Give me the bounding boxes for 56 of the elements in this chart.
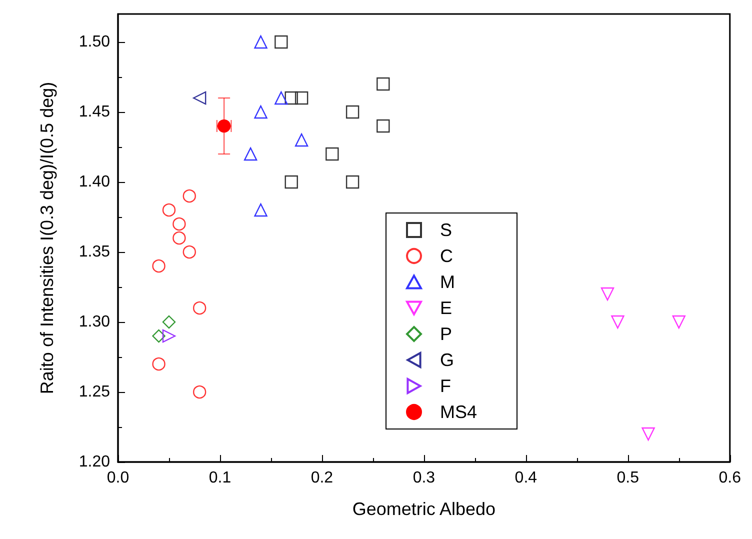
x-axis-title: Geometric Albedo: [352, 499, 496, 519]
x-tick-label: 0.0: [106, 470, 130, 486]
point: [254, 35, 268, 49]
point: [326, 147, 339, 161]
point: [172, 231, 186, 245]
y-tick-label: 1.25: [78, 384, 110, 400]
point: [162, 315, 176, 329]
legend-label: E: [440, 298, 452, 318]
x-tick-label: 0.2: [310, 470, 334, 486]
point: [284, 91, 298, 105]
point: [254, 105, 268, 119]
point: [254, 203, 268, 217]
legend-label: F: [440, 376, 451, 396]
y-tick-label: 1.45: [78, 104, 110, 120]
point: [274, 91, 288, 105]
point: [152, 329, 166, 343]
point: [672, 315, 686, 329]
point: [642, 427, 655, 441]
point: [284, 175, 298, 189]
x-tick-label: 0.1: [208, 470, 232, 486]
y-tick-label: 1.30: [78, 314, 110, 330]
point: [152, 357, 166, 371]
y-tick-label: 1.50: [78, 34, 110, 50]
y-tick-label: 1.40: [78, 174, 110, 190]
legend-label: P: [440, 324, 452, 344]
point: [162, 203, 176, 217]
point: [611, 315, 624, 329]
point: [172, 217, 186, 231]
point: [294, 133, 308, 147]
point: [346, 105, 360, 119]
point: [274, 35, 288, 49]
y-axis-title: Raito of Intensities I(0.3 deg)/I(0.5 deg): [37, 82, 57, 394]
point: [182, 245, 196, 259]
x-tick-label: 0.6: [718, 470, 742, 486]
point: [192, 385, 206, 399]
legend-label: S: [440, 220, 452, 240]
x-tick-label: 0.3: [412, 470, 436, 486]
point: [600, 287, 614, 301]
point: [192, 301, 206, 315]
point: [192, 91, 206, 105]
point: [346, 175, 360, 189]
point: [182, 189, 196, 203]
legend-label: C: [440, 246, 453, 266]
point: [376, 77, 390, 91]
x-tick-label: 0.4: [514, 470, 538, 486]
legend-label: MS4: [440, 402, 478, 422]
point: [376, 119, 390, 133]
x-tick-label: 0.5: [616, 470, 640, 486]
point: [152, 259, 166, 273]
legend-label: M: [440, 272, 455, 292]
point: [244, 147, 258, 161]
y-tick-label: 1.35: [78, 244, 110, 260]
y-tick-label: 1.20: [78, 454, 110, 470]
point: [294, 91, 308, 105]
point: [162, 329, 176, 343]
legend-label: G: [440, 350, 454, 370]
